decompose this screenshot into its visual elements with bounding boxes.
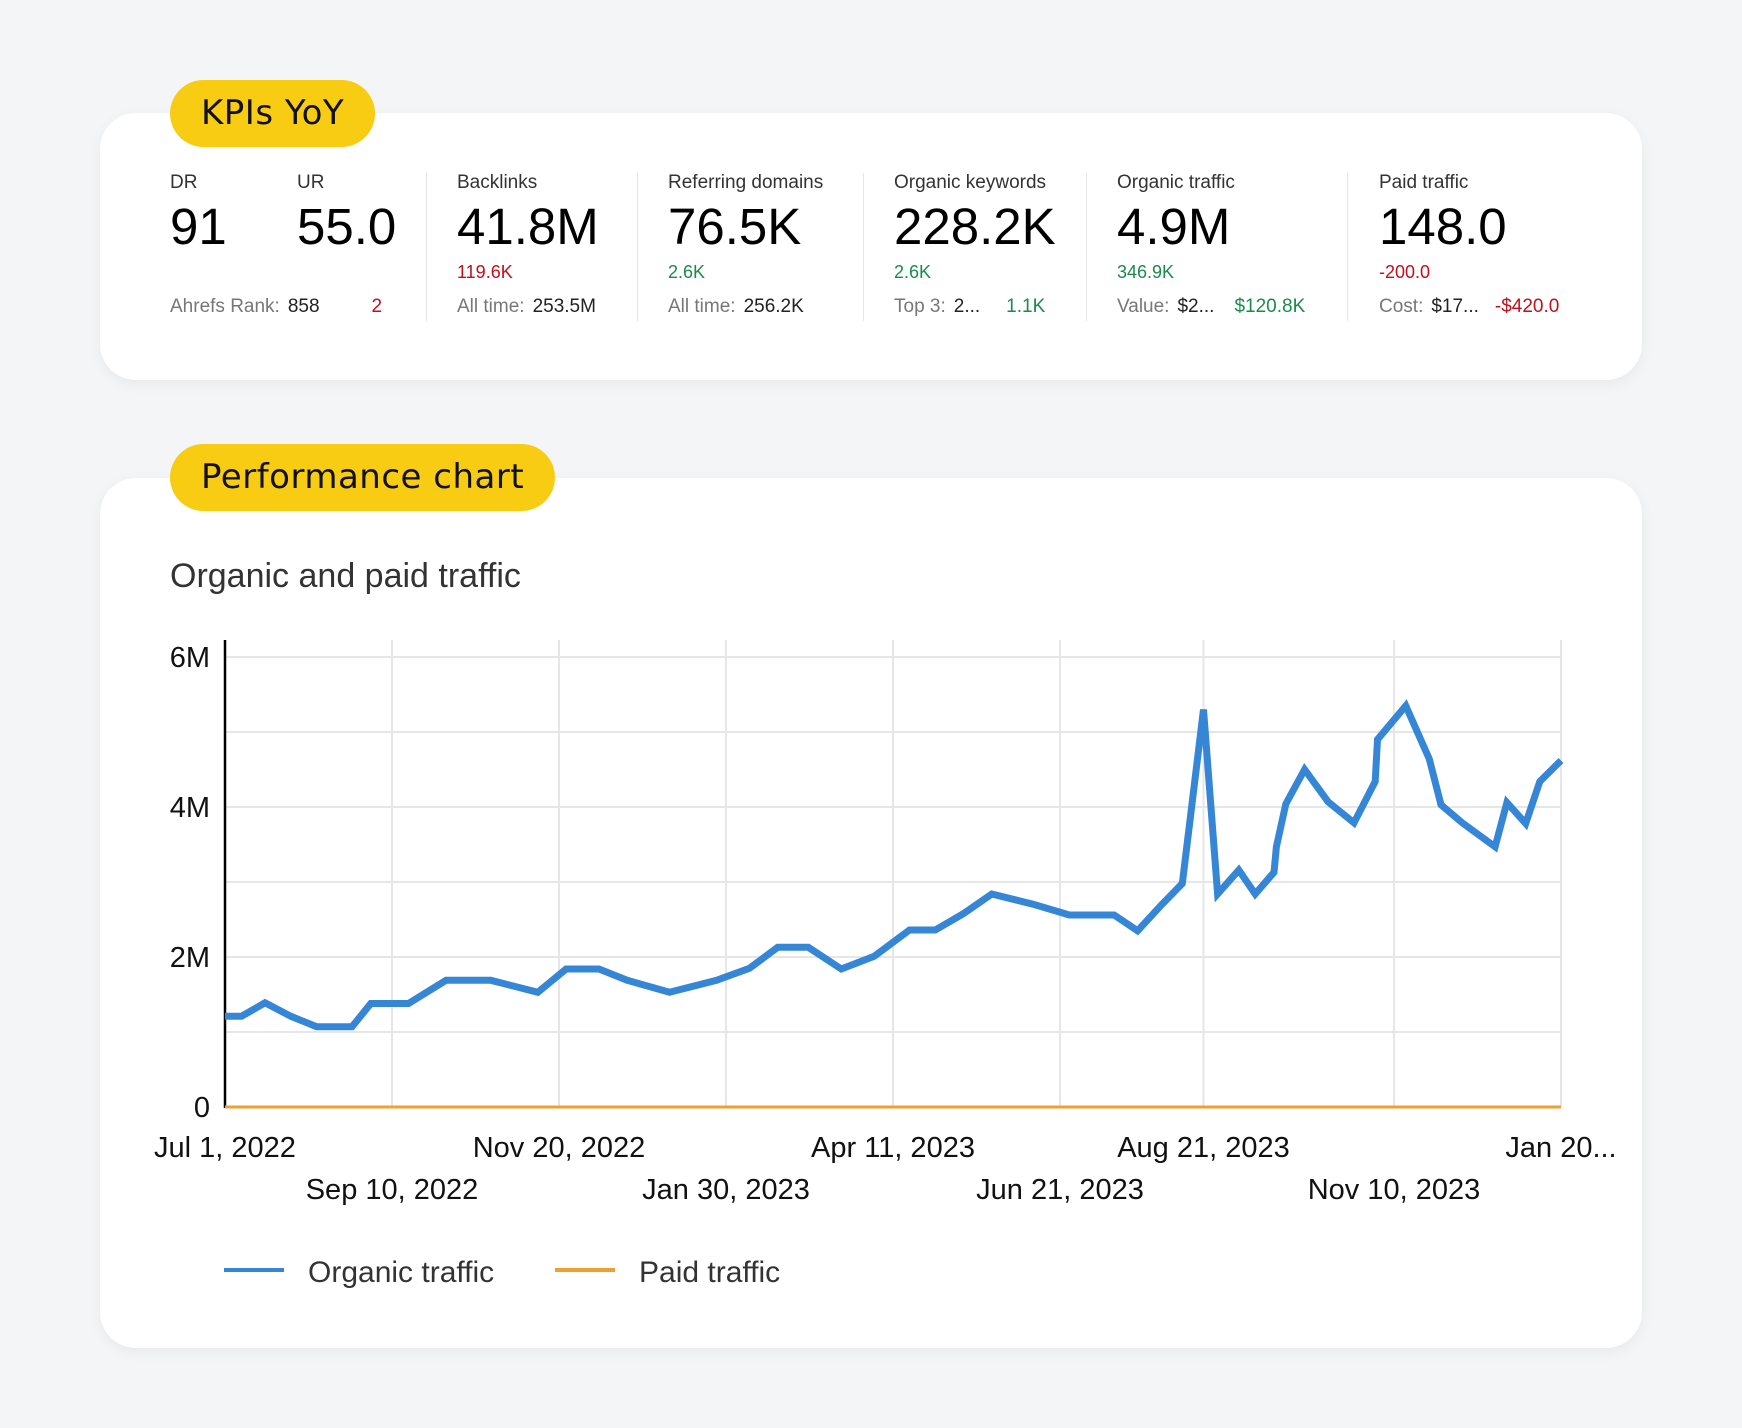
chart-title: Organic and paid traffic <box>170 557 521 595</box>
chart-card <box>100 478 1642 1348</box>
kpi-footer: Top 3: 2... 1.1K <box>894 296 1045 318</box>
footer-label: All time: <box>457 296 525 317</box>
footer-label: Top 3: <box>894 296 946 317</box>
footer-delta: 2 <box>371 296 383 317</box>
legend-label: Paid traffic <box>639 1256 780 1289</box>
kpi-value: 76.5K <box>668 198 802 255</box>
kpi-card <box>100 113 1642 380</box>
divider <box>1086 173 1087 321</box>
footer-value: 256.2K <box>743 296 804 317</box>
footer-value: 253.5M <box>532 296 596 317</box>
kpi-label: UR <box>297 172 325 193</box>
x-tick-label: Jul 1, 2022 <box>154 1132 296 1164</box>
x-tick-label: Nov 10, 2023 <box>1308 1174 1481 1206</box>
kpi-label: Organic traffic <box>1117 172 1235 193</box>
kpi-footer: Value: $2... $120.8K <box>1117 296 1305 318</box>
legend-label: Organic traffic <box>308 1256 494 1289</box>
kpi-backlinks: Backlinks 41.8M 119.6K All time: 253.5M <box>457 172 599 317</box>
divider <box>426 173 427 321</box>
kpi-value: 228.2K <box>894 198 1056 255</box>
kpi-value: 148.0 <box>1379 198 1507 255</box>
kpi-organic-keywords: Organic keywords 228.2K 2.6K Top 3: 2... 1… <box>894 172 1056 317</box>
kpi-value: 91 <box>170 198 227 255</box>
divider <box>1347 173 1348 321</box>
x-tick-label: Apr 11, 2023 <box>811 1132 975 1164</box>
kpi-value: 4.9M <box>1117 198 1231 255</box>
footer-label: Value: <box>1117 296 1170 317</box>
kpi-organic-traffic: Organic traffic 4.9M 346.9K Value: $2... $… <box>1117 172 1305 317</box>
footer-value: $2... <box>1177 296 1215 317</box>
y-tick-label: 2M <box>170 942 210 974</box>
kpi-footer: Ahrefs Rank: 858 2 <box>170 296 382 318</box>
performance-badge: Performance chart <box>170 444 556 511</box>
footer-label: All time: <box>668 296 736 317</box>
footer-value: 858 <box>287 296 320 317</box>
y-tick-label: 6M <box>170 642 210 674</box>
footer-value: 2... <box>953 296 981 317</box>
kpi-referring-domains: Referring domains 76.5K 2.6K All time: 25… <box>668 172 824 317</box>
kpi-delta: 119.6K <box>457 262 513 282</box>
divider <box>863 173 864 321</box>
kpi-delta: 2.6K <box>668 262 706 282</box>
footer-delta: -$420.0 <box>1494 296 1560 317</box>
footer-delta: $120.8K <box>1234 296 1306 317</box>
x-tick-label: Jan 20... <box>1505 1132 1616 1164</box>
divider <box>637 173 638 321</box>
x-tick-label: Aug 21, 2023 <box>1117 1132 1290 1164</box>
y-tick-label: 0 <box>194 1092 210 1124</box>
kpi-value: 41.8M <box>457 198 599 255</box>
y-tick-label: 4M <box>170 792 210 824</box>
kpi-label: DR <box>170 172 198 193</box>
kpi-label: Organic keywords <box>894 172 1047 193</box>
series-line-organic-traffic <box>225 699 1564 1031</box>
kpi-dr: DR 91 Ahrefs Rank: 858 2 <box>170 172 382 317</box>
x-tick-label: Sep 10, 2022 <box>306 1174 479 1206</box>
kpi-label: Backlinks <box>457 172 538 193</box>
kpi-delta: -200.0 <box>1379 262 1431 282</box>
kpi-label: Referring domains <box>668 172 824 193</box>
kpi-ur: UR 55.0 <box>297 172 396 256</box>
x-tick-label: Jan 30, 2023 <box>642 1174 810 1206</box>
kpi-footer: All time: 256.2K <box>668 296 804 318</box>
footer-label: Ahrefs Rank: <box>170 296 280 317</box>
kpi-footer: Cost: $17... -$420.0 <box>1379 296 1559 318</box>
kpi-label: Paid traffic <box>1379 172 1469 193</box>
kpi-delta: 2.6K <box>894 262 932 282</box>
kpi-value: 55.0 <box>297 198 397 255</box>
kpi-delta: 346.9K <box>1117 262 1175 282</box>
footer-value: $17... <box>1431 296 1479 317</box>
kpi-paid-traffic: Paid traffic 148.0 -200.0 Cost: $17... -$4… <box>1379 172 1559 317</box>
footer-delta: 1.1K <box>1006 296 1046 317</box>
footer-label: Cost: <box>1379 296 1424 317</box>
kpi-footer: All time: 253.5M <box>457 296 596 318</box>
kpi-badge: KPIs YoY <box>170 80 376 147</box>
x-tick-label: Nov 20, 2022 <box>473 1132 646 1164</box>
x-tick-label: Jun 21, 2023 <box>976 1174 1144 1206</box>
